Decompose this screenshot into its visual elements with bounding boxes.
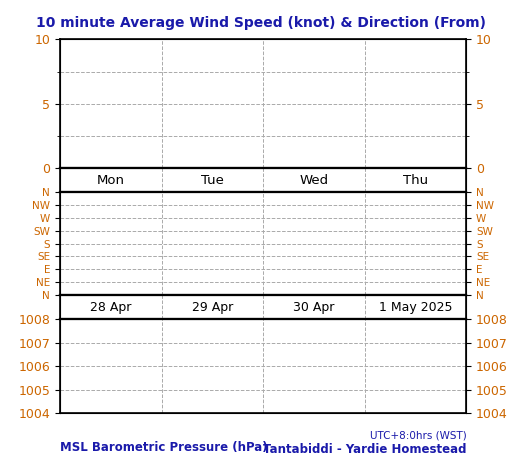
Text: 10 minute Average Wind Speed (knot) & Direction (From): 10 minute Average Wind Speed (knot) & Di… [35,16,486,30]
Text: 28 Apr: 28 Apr [90,300,131,314]
Text: Mon: Mon [97,174,125,187]
Text: Tue: Tue [201,174,224,187]
Text: Wed: Wed [300,174,328,187]
Text: 30 Apr: 30 Apr [293,300,334,314]
Text: 29 Apr: 29 Apr [192,300,233,314]
Text: UTC+8:0hrs (WST): UTC+8:0hrs (WST) [369,431,466,441]
Text: Thu: Thu [403,174,428,187]
Text: Tantabiddi - Yardie Homestead: Tantabiddi - Yardie Homestead [263,443,466,456]
Text: MSL Barometric Pressure (hPa): MSL Barometric Pressure (hPa) [60,441,268,454]
Text: 1 May 2025: 1 May 2025 [379,300,452,314]
